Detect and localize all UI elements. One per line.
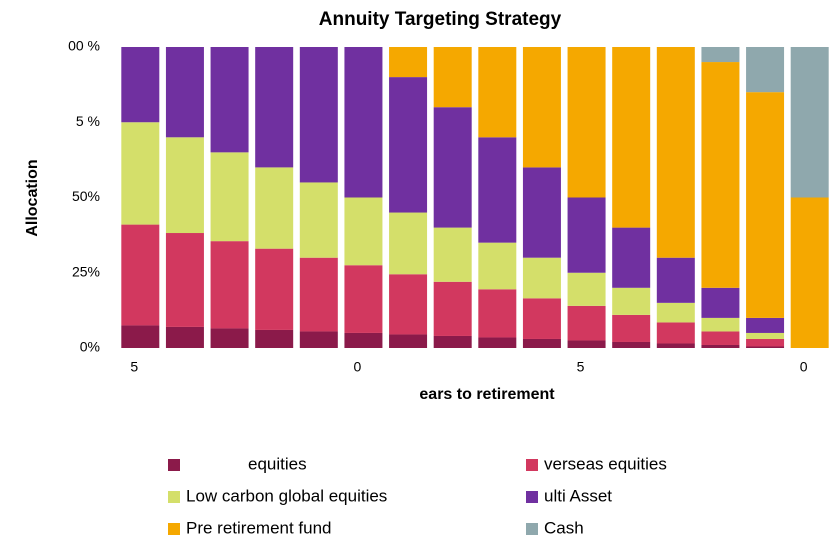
legend-label: ulti Asset: [544, 486, 612, 505]
bar-segment: [701, 317, 740, 332]
bar-segment: [389, 77, 428, 213]
bar-segment: [522, 47, 561, 168]
bar-segment: [522, 338, 561, 348]
bar-segment: [210, 152, 249, 242]
legend-label: Pre retirement fund: [186, 518, 332, 537]
legend-label: equities: [248, 454, 307, 473]
y-tick-label: 00 %: [68, 38, 100, 54]
chart-title: Annuity Targeting Strategy: [319, 9, 562, 30]
bar-segment: [210, 328, 249, 348]
bar-segment: [299, 257, 338, 332]
bar-segment: [389, 334, 428, 348]
bar-segment: [522, 257, 561, 299]
bar-segment: [299, 182, 338, 258]
legend-label: Low carbon global equities: [186, 486, 387, 505]
y-tick-label: 0%: [80, 339, 100, 355]
bar-segment: [165, 233, 204, 327]
bar-segment: [612, 341, 651, 348]
bar-segment: [746, 332, 785, 339]
y-tick-label: 50%: [72, 188, 100, 204]
bar-segment: [255, 167, 294, 249]
bar-segment: [433, 227, 472, 282]
x-axis-title: ears to retirement: [419, 386, 555, 403]
bar-segment: [656, 47, 695, 258]
bar-segment: [522, 298, 561, 339]
bar-segment: [656, 322, 695, 344]
bar-segment: [121, 122, 160, 225]
bar-segment: [701, 344, 740, 348]
bar-segment: [299, 47, 338, 183]
bar-segment: [165, 326, 204, 348]
y-tick-label: 25%: [72, 263, 100, 279]
bar-segment: [255, 329, 294, 348]
bar-segment: [478, 242, 517, 290]
bar-segment: [433, 281, 472, 336]
bar-segment: [746, 317, 785, 333]
legend-swatch: [168, 491, 180, 503]
legend-swatch: [168, 459, 180, 471]
bar-segment: [299, 331, 338, 348]
bar-segment: [433, 107, 472, 228]
bar-segment: [121, 47, 160, 123]
bar-segment: [612, 227, 651, 288]
bar-segment: [656, 257, 695, 303]
bar-segment: [344, 265, 383, 333]
bar-segment: [255, 248, 294, 330]
bar-segment: [567, 197, 606, 273]
y-tick-label: 5 %: [76, 113, 100, 129]
bar-segment: [165, 137, 204, 234]
x-tick-label: 0: [354, 359, 362, 375]
legend-swatch: [526, 491, 538, 503]
bar-segment: [210, 241, 249, 329]
bar-segment: [701, 331, 740, 345]
bar-segment: [790, 47, 829, 198]
bar-segment: [478, 337, 517, 348]
y-axis-title: Allocation: [24, 159, 41, 236]
bar-segment: [522, 167, 561, 258]
bar-segment: [344, 197, 383, 266]
legend-swatch: [168, 523, 180, 535]
bar-segment: [433, 335, 472, 348]
legend-swatch: [526, 459, 538, 471]
bar-segment: [478, 137, 517, 243]
bar-segment: [612, 314, 651, 342]
bar-segment: [344, 332, 383, 348]
bar-segment: [433, 47, 472, 108]
x-tick-label: 5: [577, 359, 585, 375]
bar-segment: [612, 47, 651, 228]
bar-segment: [612, 287, 651, 315]
bar-segment: [567, 340, 606, 348]
bar-segment: [478, 289, 517, 338]
bar-segment: [656, 343, 695, 348]
x-tick-label: 5: [130, 359, 138, 375]
bar-segment: [701, 62, 740, 288]
bar-segment: [790, 197, 829, 348]
bar-segment: [701, 47, 740, 63]
bar-segment: [567, 47, 606, 198]
bar-segment: [165, 47, 204, 138]
bar-segment: [746, 338, 785, 347]
bar-segment: [121, 325, 160, 348]
bar-segment: [344, 47, 383, 198]
bar-segment: [210, 47, 249, 153]
bar-segment: [746, 346, 785, 348]
legend-label: verseas equities: [544, 454, 667, 473]
bar-segment: [389, 274, 428, 335]
bar-segment: [656, 302, 695, 323]
bar-segment: [567, 305, 606, 341]
bar-segment: [701, 287, 740, 318]
bar-segment: [121, 224, 160, 326]
legend-label: Cash: [544, 518, 584, 537]
bar-segment: [746, 92, 785, 318]
bar-segment: [389, 212, 428, 275]
legend-swatch: [526, 523, 538, 535]
bar-segment: [567, 272, 606, 306]
bar-segment: [478, 47, 517, 138]
x-tick-label: 0: [800, 359, 808, 375]
bar-segment: [746, 47, 785, 93]
bar-segment: [389, 47, 428, 78]
bar-segment: [255, 47, 294, 168]
